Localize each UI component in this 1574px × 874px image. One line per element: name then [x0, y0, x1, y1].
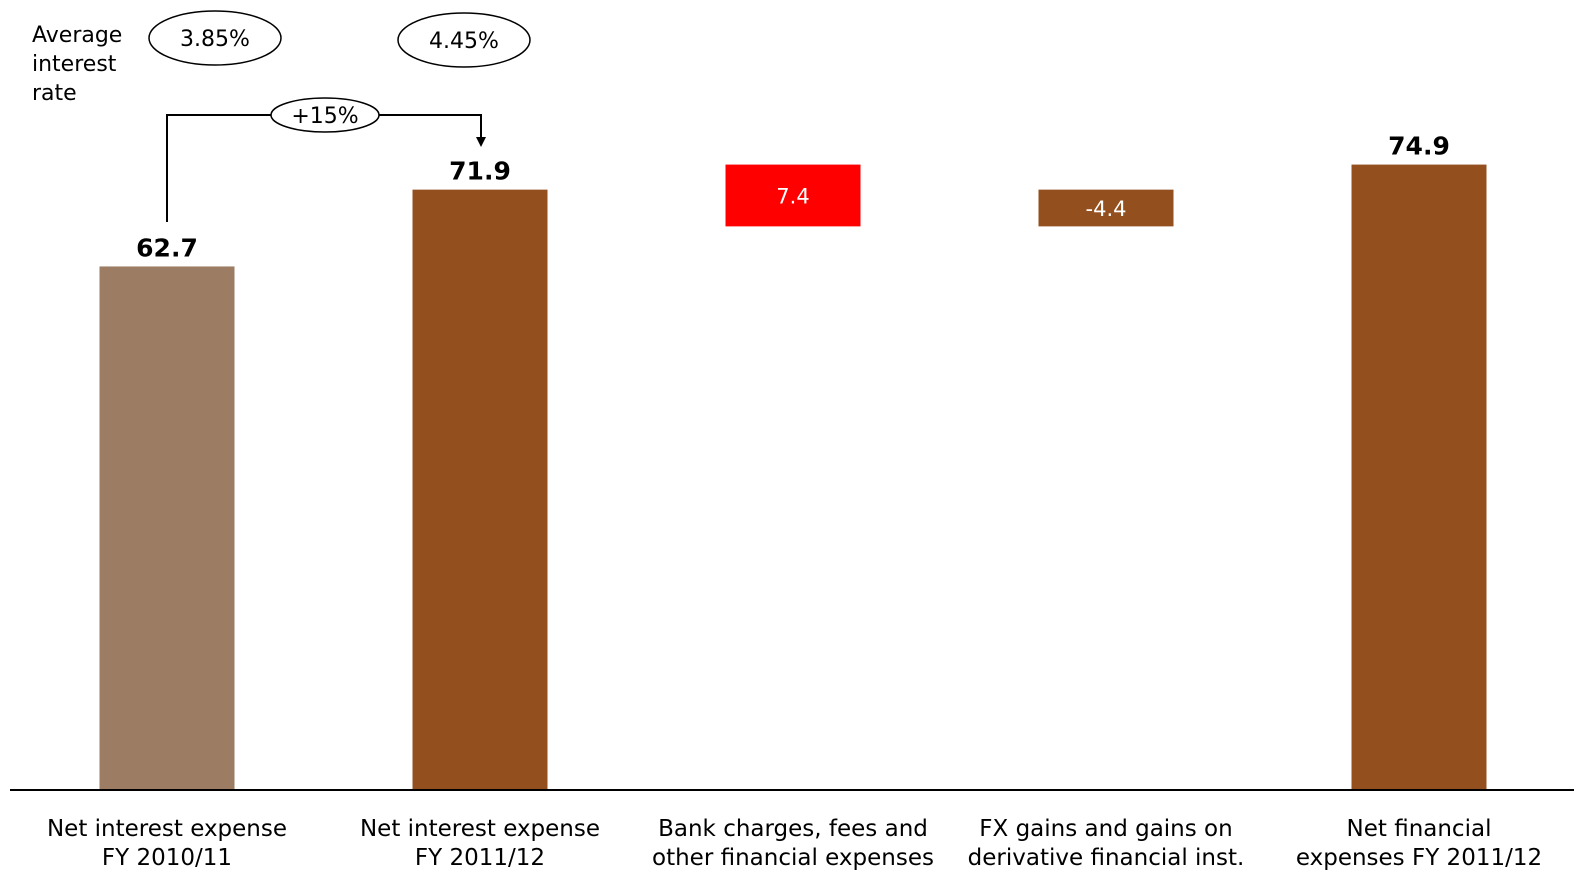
growth-text: +15%	[291, 104, 358, 129]
category-label-5: Net financial expenses FY 2011/12	[1296, 816, 1542, 871]
value-label-4: -4.4	[1086, 197, 1127, 221]
growth-connector: +15%	[166, 97, 486, 222]
bar-1	[99, 266, 235, 791]
rate-oval-fy2011: 4.45%	[397, 12, 531, 68]
value-label-2: 71.9	[449, 157, 511, 186]
category-label-1-line-2: FY 2010/11	[102, 845, 232, 871]
category-label-4: FX gains and gains on derivative financia…	[968, 816, 1245, 871]
average-interest-rate-annotation: Average interest rate 3.85% 4.45%	[32, 10, 531, 106]
category-label-5-line-2: expenses FY 2011/12	[1296, 845, 1542, 871]
rate-title-line-2: interest	[32, 52, 117, 77]
rate-title: Average interest rate	[32, 23, 129, 106]
category-label-3-line-1: Bank charges, fees and	[658, 816, 928, 842]
bars-layer	[99, 164, 1487, 791]
category-label-3: Bank charges, fees and other financial ex…	[652, 816, 934, 871]
bar-5	[1351, 164, 1487, 790]
category-label-4-line-2: derivative financial inst.	[968, 845, 1245, 871]
rate-oval-fy2010: 3.85%	[148, 10, 282, 66]
rate-title-line-3: rate	[32, 81, 77, 106]
bar-4	[1038, 189, 1174, 227]
category-label-2: Net interest expense FY 2011/12	[360, 816, 600, 871]
value-label-1: 62.7	[136, 233, 198, 262]
bar-3	[725, 164, 861, 227]
category-label-2-line-1: Net interest expense	[360, 816, 600, 842]
category-label-5-line-1: Net financial	[1347, 816, 1492, 842]
category-label-2-line-2: FY 2011/12	[415, 845, 545, 871]
rate-fy2011-text: 4.45%	[429, 29, 499, 54]
value-label-5: 74.9	[1388, 132, 1450, 161]
rate-title-line-1: Average	[32, 23, 122, 48]
growth-oval: +15%	[270, 97, 380, 133]
bar-2	[412, 189, 548, 790]
category-label-3-line-2: other financial expenses	[652, 845, 934, 871]
value-labels-layer: 62.7 71.9 7.4 -4.4 74.9	[136, 132, 1450, 263]
category-label-1: Net interest expense FY 2010/11	[47, 816, 287, 871]
category-label-1-line-1: Net interest expense	[47, 816, 287, 842]
value-label-3: 7.4	[776, 184, 809, 208]
category-label-4-line-1: FX gains and gains on	[979, 816, 1232, 842]
rate-fy2010-text: 3.85%	[180, 27, 250, 52]
